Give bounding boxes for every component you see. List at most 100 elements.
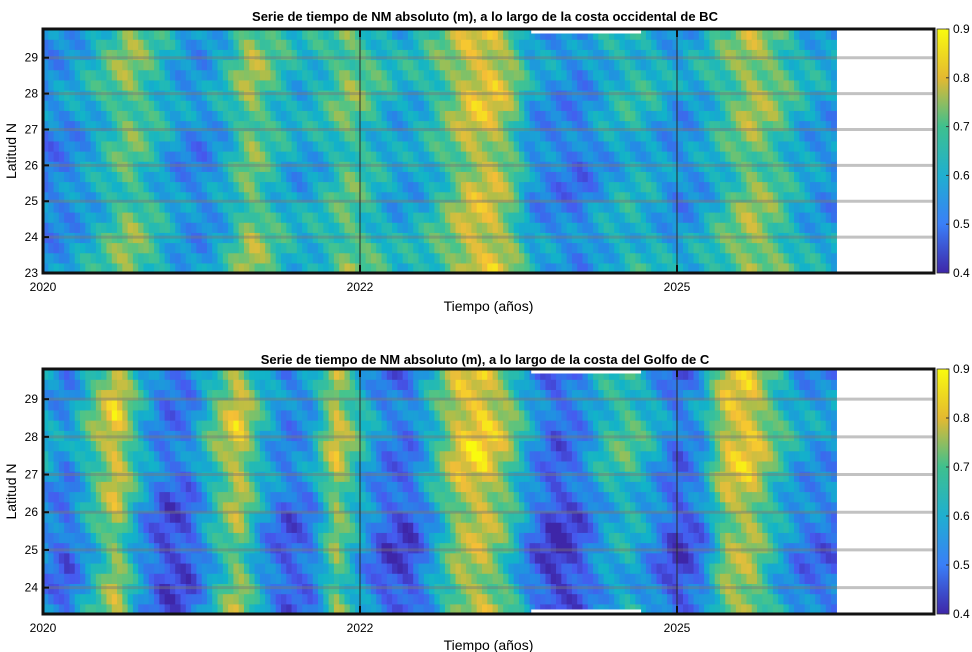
heatmap-cell	[402, 90, 409, 101]
heatmap-cell	[693, 100, 700, 111]
heatmap-cell	[550, 242, 557, 254]
heatmap-cell	[296, 59, 303, 71]
heatmap-cell	[714, 29, 721, 40]
heatmap-cell	[206, 369, 213, 380]
heatmap-cell	[714, 79, 721, 91]
heatmap-cell	[312, 409, 319, 421]
heatmap-cell	[582, 59, 589, 71]
heatmap-cell	[164, 49, 171, 61]
heatmap-cell	[804, 252, 811, 264]
heatmap-cell	[233, 379, 240, 391]
heatmap-cell	[667, 29, 673, 40]
heatmap-cell	[238, 399, 245, 411]
heatmap-cell	[270, 583, 277, 595]
heatmap-cell	[243, 120, 250, 132]
heatmap-cell	[619, 79, 626, 91]
heatmap-cell	[693, 140, 700, 152]
heatmap-cell	[265, 39, 272, 50]
heatmap-cell	[69, 59, 76, 71]
heatmap-cell	[143, 409, 150, 421]
heatmap-cell	[291, 222, 298, 233]
heatmap-cell	[709, 29, 716, 40]
heatmap-cell	[132, 29, 139, 40]
heatmap-cell	[587, 29, 594, 40]
heatmap-cell	[265, 201, 272, 213]
heatmap-cell	[741, 130, 748, 142]
heatmap-cell	[328, 532, 335, 544]
heatmap-cell	[106, 79, 113, 91]
heatmap-cell	[307, 430, 314, 442]
heatmap-cell	[561, 161, 568, 172]
heatmap-cell	[772, 201, 779, 213]
heatmap-cell	[243, 542, 250, 554]
heatmap-cell	[466, 59, 473, 71]
heatmap-cell	[608, 222, 615, 233]
heatmap-cell	[529, 100, 536, 111]
heatmap-cell	[175, 100, 182, 111]
heatmap-cell	[783, 201, 790, 213]
heatmap-cell	[587, 262, 594, 274]
heatmap-cell	[587, 69, 594, 81]
heatmap-cell	[614, 242, 621, 254]
heatmap-cell	[201, 430, 208, 442]
heatmap-cell	[206, 552, 213, 564]
heatmap-cell	[460, 49, 467, 61]
heatmap-cell	[169, 603, 176, 615]
heatmap-cell	[281, 242, 287, 254]
heatmap-cell	[672, 212, 679, 223]
heatmap-cell	[164, 161, 171, 172]
heatmap-cell	[196, 140, 203, 152]
heatmap-cell	[624, 49, 631, 61]
heatmap-cell	[466, 49, 473, 61]
heatmap-cell	[132, 522, 139, 533]
y-tick-label: 28	[25, 87, 39, 101]
heatmap-cell	[318, 130, 324, 142]
heatmap-cell	[386, 242, 393, 254]
heatmap-cell	[725, 191, 732, 203]
heatmap-cell	[735, 59, 742, 71]
heatmap-cell	[698, 201, 705, 213]
heatmap-cell	[370, 130, 377, 142]
heatmap-cell	[545, 161, 552, 172]
heatmap-cell	[714, 130, 721, 142]
heatmap-cell	[169, 110, 176, 122]
heatmap-cell	[64, 79, 71, 91]
heatmap-cell	[725, 90, 732, 101]
heatmap-cell	[90, 252, 97, 264]
heatmap-cell	[376, 151, 383, 162]
heatmap-cell	[249, 440, 256, 452]
heatmap-cell	[122, 603, 129, 615]
heatmap-cell	[561, 49, 568, 61]
heatmap-cell	[217, 69, 224, 81]
heatmap-cell	[587, 232, 594, 244]
heatmap-cell	[355, 161, 361, 172]
heatmap-cell	[376, 212, 383, 223]
heatmap-cell	[635, 110, 642, 122]
heatmap-cell	[624, 171, 631, 183]
heatmap-cell	[323, 542, 330, 554]
heatmap-cell	[48, 491, 55, 503]
heatmap-cell	[323, 252, 330, 264]
heatmap-cell	[169, 573, 176, 584]
heatmap-cell	[180, 450, 187, 462]
heatmap-cell	[95, 120, 102, 132]
heatmap-cell	[349, 161, 356, 172]
heatmap-cell	[328, 440, 335, 452]
heatmap-cell	[138, 430, 145, 442]
heatmap-cell	[132, 110, 139, 122]
heatmap-cell	[772, 59, 779, 71]
heatmap-cell	[741, 79, 748, 91]
heatmap-cell	[69, 181, 76, 193]
heatmap-cell	[651, 120, 658, 132]
heatmap-cell	[318, 120, 324, 132]
heatmap-cell	[344, 262, 351, 274]
heatmap-cell	[815, 262, 822, 274]
heatmap-cell	[735, 242, 742, 254]
heatmap-cell	[101, 120, 108, 132]
heatmap-cell	[312, 120, 319, 132]
heatmap-cell	[799, 171, 806, 183]
heatmap-cell	[794, 222, 800, 233]
heatmap-cell	[74, 110, 81, 122]
heatmap-cell	[550, 110, 557, 122]
heatmap-cell	[196, 232, 203, 244]
